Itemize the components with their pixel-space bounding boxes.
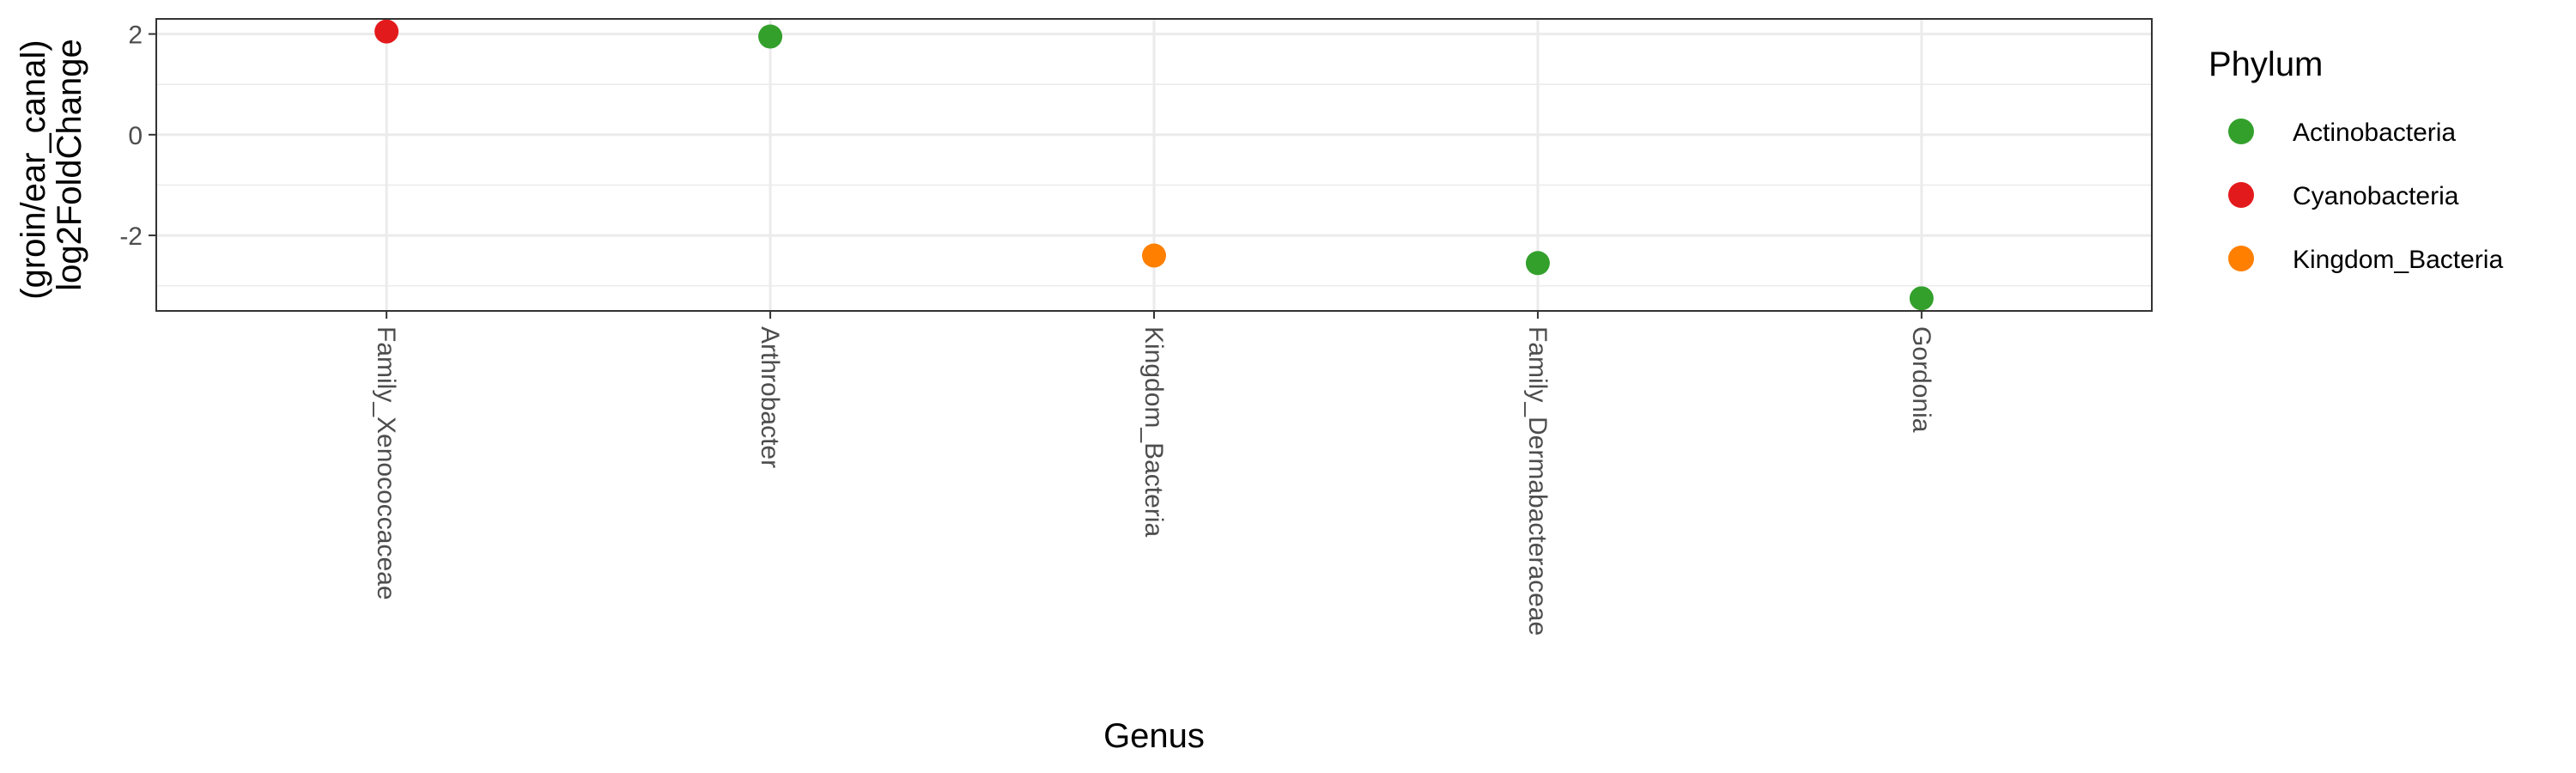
point-kingdom-bacteria (1142, 243, 1166, 268)
x-tick-label-kingdom-bacteria: Kingdom_Bacteria (1139, 326, 1168, 537)
grid-layer (156, 19, 2152, 311)
point-gordonia (1909, 286, 1934, 311)
x-tick-label-gordonia: Gordonia (1907, 326, 1935, 433)
y-axis-title-line-2: log2FoldChange (51, 39, 88, 291)
point-arthrobacter (758, 24, 783, 49)
point-family-dermabacteraceae (1525, 251, 1550, 276)
point-family-xenococcaceae (374, 19, 399, 44)
legend-label-cyanobacteria: Cyanobacteria (2293, 182, 2459, 210)
legend-entries: Actinobacteria Cyanobacteria Kingdom_Bacte… (2228, 119, 2503, 274)
y-axis-title: (groin/ear_canal) log2FoldChange (15, 30, 88, 300)
y-axis-title-line-1: (groin/ear_canal) (15, 40, 52, 299)
legend-label-actinobacteria: Actinobacteria (2293, 119, 2456, 147)
points-layer (374, 19, 1934, 311)
legend-key-cyanobacteria (2228, 182, 2254, 208)
y-tick-label-0: 0 (128, 122, 143, 150)
legend-title: Phylum (2208, 46, 2323, 83)
x-tick-label-arthrobacter: Arthrobacter (756, 326, 784, 468)
legend-key-kingdom-bacteria (2228, 246, 2254, 271)
x-tick-label-family-dermabacteraceae: Family_Dermabacteraceae (1523, 326, 1552, 636)
x-tick-label-family-xenococcaceae: Family_Xenococcaceae (372, 326, 400, 600)
x-axis: Family_Xenococcaceae Arthrobacter Kingdom_… (372, 311, 1935, 636)
legend: Phylum Actinobacteria Cyanobacteria Kingdo… (2208, 46, 2503, 274)
y-tick-label-2: -2 (119, 222, 143, 251)
y-axis: 2 0 -2 (119, 21, 156, 251)
y-tick-label-2: 2 (128, 21, 143, 50)
x-axis-title: Genus (1103, 717, 1205, 755)
legend-label-kingdom-bacteria: Kingdom_Bacteria (2293, 246, 2503, 274)
legend-key-actinobacteria (2228, 119, 2254, 144)
